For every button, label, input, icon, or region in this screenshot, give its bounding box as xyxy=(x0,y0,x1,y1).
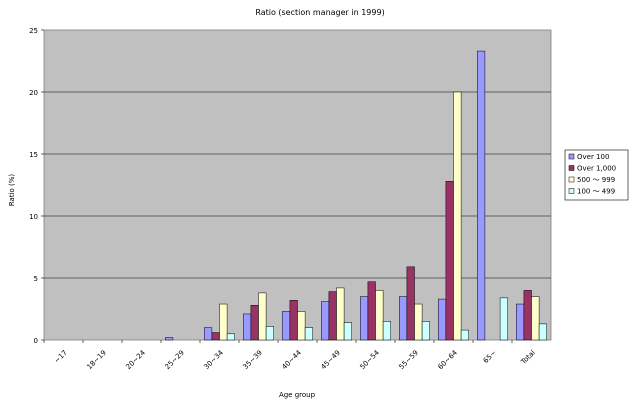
bar xyxy=(499,297,508,341)
bar xyxy=(343,322,352,341)
bar xyxy=(414,303,423,341)
x-tick-label: 45~49 xyxy=(320,349,342,371)
plot-area xyxy=(43,29,552,341)
bar xyxy=(250,305,259,341)
legend-swatch xyxy=(568,153,575,160)
bar xyxy=(226,333,235,341)
bar xyxy=(204,327,213,341)
bar xyxy=(375,290,384,341)
x-tick-label: 18~19 xyxy=(86,349,108,371)
x-tick-label: Total xyxy=(519,349,537,367)
bars xyxy=(165,50,547,341)
bar xyxy=(219,303,228,341)
y-tick-label: 0 xyxy=(34,337,38,345)
bar xyxy=(382,321,391,341)
x-tick-label: 50~54 xyxy=(359,348,382,371)
legend-box xyxy=(564,149,629,201)
legend: Over 100 Over 1,000 500 ～ 999 100 ～ 499 xyxy=(564,149,629,201)
y-tick-label: 15 xyxy=(29,151,38,159)
legend-label: 100 ～ 499 xyxy=(577,188,615,196)
bar xyxy=(282,311,291,341)
x-axis-ticks: ~17 18~19 20~24 25~29 30~34 35~39 40~44 45~49 50… xyxy=(43,340,537,371)
y-tick-label: 10 xyxy=(29,213,38,221)
legend-label: 500 ～ 999 xyxy=(577,176,615,184)
x-tick-label: 60~64 xyxy=(437,348,460,371)
bar xyxy=(453,91,462,341)
bar xyxy=(531,296,540,341)
bar xyxy=(304,327,313,341)
y-axis-label: Ratio (%) xyxy=(8,174,16,207)
bar xyxy=(445,181,454,341)
bar xyxy=(321,301,330,341)
legend-swatch xyxy=(568,188,575,194)
y-axis-ticks: 0 5 10 15 20 25 xyxy=(29,27,44,345)
y-tick-label: 20 xyxy=(29,89,38,97)
bar xyxy=(165,337,174,341)
y-tick-label: 25 xyxy=(29,27,38,35)
x-tick-label: 25~29 xyxy=(164,349,186,371)
bar xyxy=(477,50,486,341)
bar xyxy=(289,300,298,341)
bar xyxy=(460,329,469,341)
bar xyxy=(258,292,267,341)
chart-title: Ratio (section manager in 1999) xyxy=(255,8,384,17)
bar xyxy=(406,266,415,341)
bar xyxy=(538,323,547,341)
bar xyxy=(360,296,369,341)
bar xyxy=(523,290,532,341)
bar xyxy=(265,326,274,341)
bar xyxy=(328,291,337,341)
bar xyxy=(211,332,220,341)
x-tick-label: 65~ xyxy=(482,349,498,365)
bar xyxy=(336,287,345,341)
legend-label: Over 100 xyxy=(577,153,609,161)
x-tick-label: 40~44 xyxy=(281,348,304,371)
x-tick-label: 20~24 xyxy=(125,348,148,371)
x-tick-label: 30~34 xyxy=(203,348,226,371)
bar xyxy=(297,311,306,341)
legend-swatch xyxy=(568,165,575,171)
x-tick-label: 35~39 xyxy=(242,349,264,371)
gridlines xyxy=(44,91,551,279)
bar xyxy=(421,321,430,341)
bar xyxy=(243,313,252,341)
bar xyxy=(516,303,525,341)
x-axis-label: Age group xyxy=(279,391,316,399)
bar xyxy=(399,296,408,341)
x-tick-label: 55~59 xyxy=(398,349,420,371)
bar xyxy=(367,281,376,341)
x-tick-label: ~17 xyxy=(53,349,69,365)
legend-swatch xyxy=(568,176,575,183)
y-tick-label: 5 xyxy=(34,275,38,283)
bar xyxy=(438,298,447,341)
legend-label: Over 1,000 xyxy=(577,165,616,173)
